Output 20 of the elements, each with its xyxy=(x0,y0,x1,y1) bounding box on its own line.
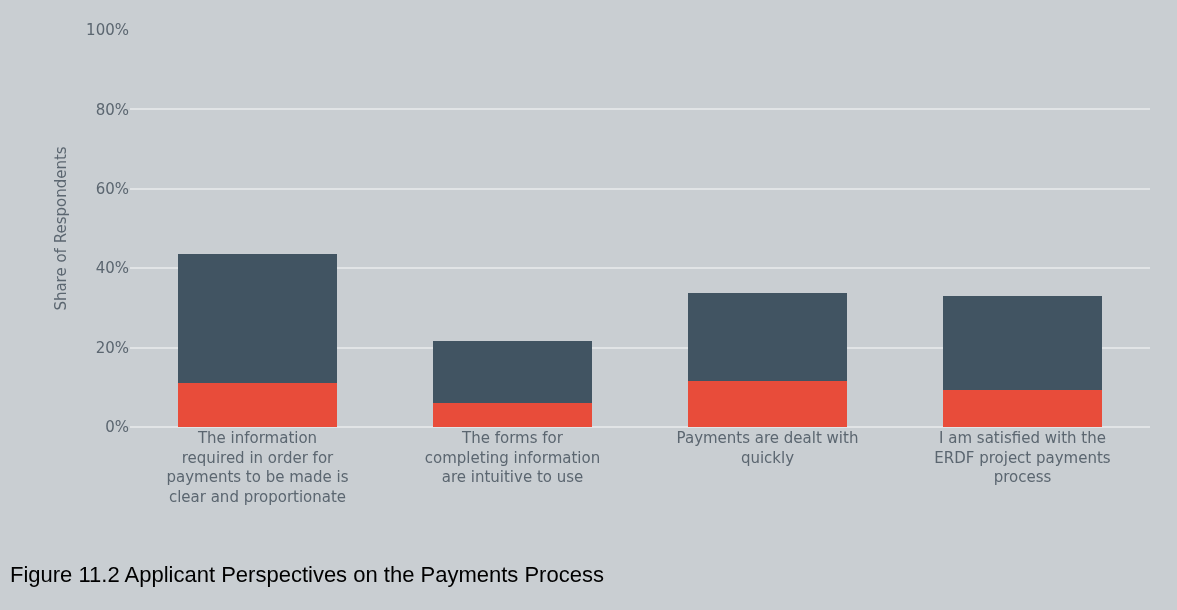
bar xyxy=(943,296,1102,390)
y-tick-label: 60% xyxy=(95,180,129,199)
x-tick-label: The information required in order for payments to be made is clear and proportionate xyxy=(166,429,349,506)
bar xyxy=(688,381,847,427)
bar xyxy=(178,382,337,427)
bar xyxy=(178,254,337,383)
bar xyxy=(943,389,1102,427)
caption: Figure 11.2 Applicant Perspectives on the Payments Process xyxy=(10,562,604,587)
x-tick-label: The forms for completing information are intuitive to use xyxy=(424,429,601,486)
y-tick-label: 0% xyxy=(105,418,129,437)
y-tick-label: 80% xyxy=(95,100,129,119)
y-tick-label: 40% xyxy=(95,259,129,278)
bar xyxy=(433,340,592,404)
y-tick-label: 100% xyxy=(86,21,129,40)
x-tick-label: Payments are dealt with quickly xyxy=(676,429,859,467)
bar xyxy=(688,293,847,382)
y-axis-title: Share of Respondents xyxy=(52,146,71,311)
x-tick-label: I am satisfied with the ERDF project payments process xyxy=(934,429,1111,486)
y-tick-label: 20% xyxy=(95,338,129,357)
bar xyxy=(433,403,592,427)
